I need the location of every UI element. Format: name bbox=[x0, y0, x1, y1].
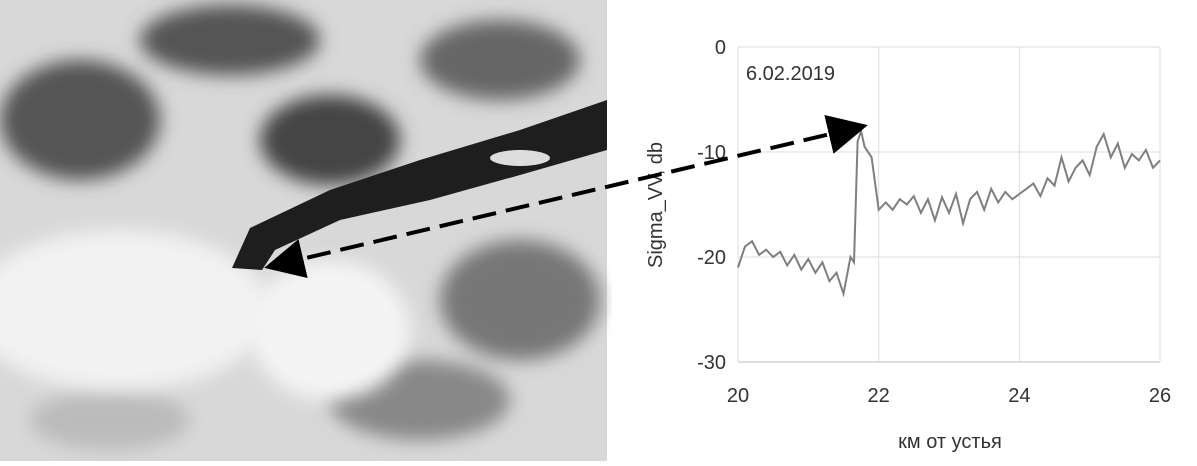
chart-panel bbox=[612, 0, 1197, 461]
y-tick-label: 0 bbox=[715, 37, 726, 59]
x-axis-label: км от устья bbox=[898, 431, 1002, 453]
y-axis-label: Sigma_VV, db bbox=[645, 142, 667, 268]
x-tick-label: 22 bbox=[868, 385, 890, 407]
x-tick-label: 24 bbox=[1008, 385, 1030, 407]
x-tick-label: 26 bbox=[1149, 385, 1171, 407]
sar-image bbox=[0, 0, 607, 461]
x-tick-label: 20 bbox=[727, 385, 749, 407]
y-tick-label: -30 bbox=[697, 352, 726, 374]
y-tick-label: -20 bbox=[697, 247, 726, 269]
annotation: 6.02.2019 bbox=[746, 63, 835, 85]
